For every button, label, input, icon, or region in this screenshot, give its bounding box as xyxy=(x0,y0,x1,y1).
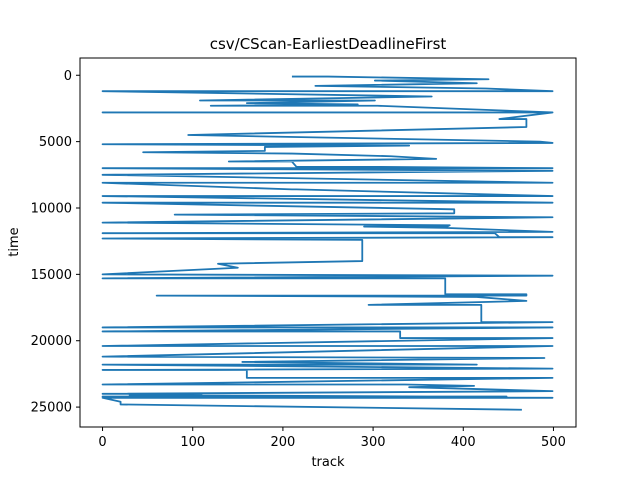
x-tick-label: 0 xyxy=(98,435,106,450)
y-tick-label: 5000 xyxy=(39,135,72,150)
x-tick-label: 100 xyxy=(180,435,205,450)
chart-title: csv/CScan-EarliestDeadlineFirst xyxy=(210,35,447,53)
x-tick-label: 200 xyxy=(270,435,295,450)
axes-frame xyxy=(79,57,577,428)
y-tick-label: 25000 xyxy=(31,401,72,416)
y-tick-label: 10000 xyxy=(31,201,72,216)
series-line-0 xyxy=(101,75,554,411)
y-tick-label: 15000 xyxy=(31,268,72,283)
x-tick-label: 400 xyxy=(451,435,476,450)
x-tick-label: 500 xyxy=(541,435,566,450)
y-tick-label: 20000 xyxy=(31,334,72,349)
y-tick-label: 0 xyxy=(64,69,72,84)
x-axis-label: track xyxy=(311,455,345,470)
x-tick-label: 300 xyxy=(361,435,386,450)
plot-area xyxy=(101,75,554,411)
y-axis-label: time xyxy=(7,227,22,256)
axis-ticks: 0 100 200 300 400 500050001000015000200002500… xyxy=(31,69,566,450)
